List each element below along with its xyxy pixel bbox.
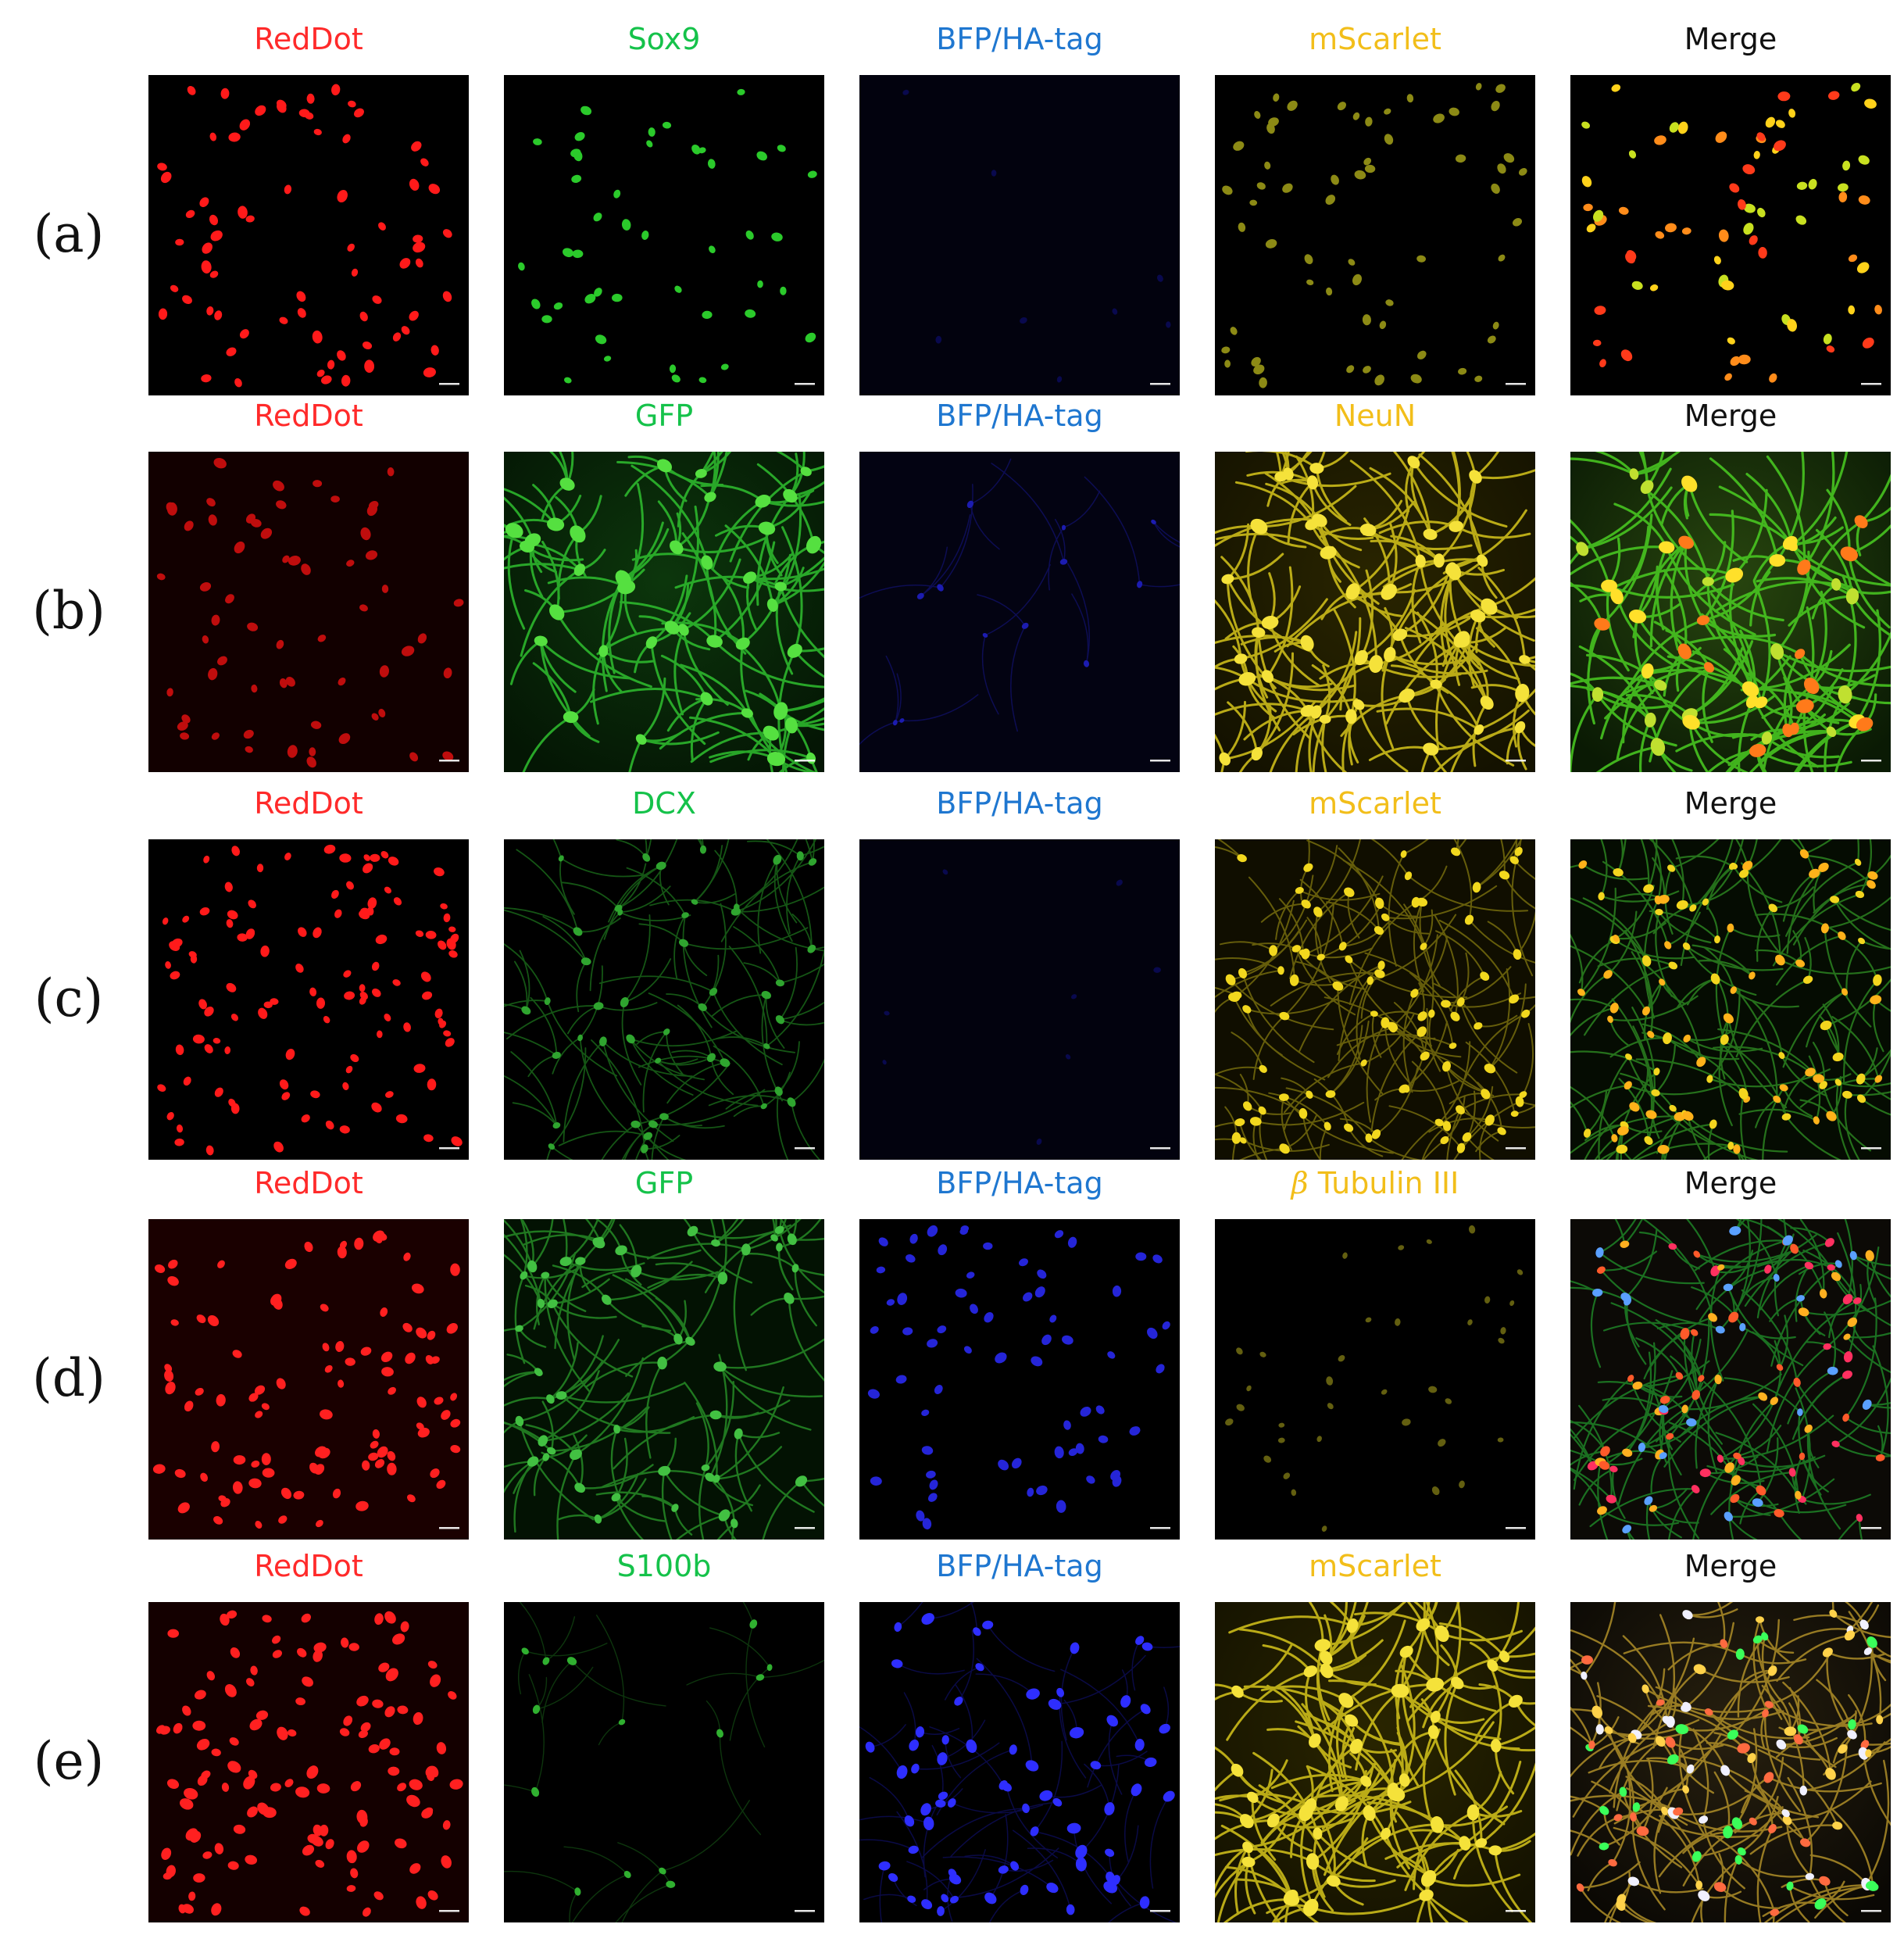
channel-title-text: BFP/HA-tag: [936, 1549, 1103, 1583]
channel-title-text: GFP: [634, 399, 694, 433]
channel-title-text: BFP/HA-tag: [936, 1166, 1103, 1200]
channel-title-text: BFP/HA-tag: [936, 399, 1103, 433]
channel-title: β Tubulin III: [1215, 1160, 1535, 1207]
row-label: (b): [32, 581, 105, 641]
channel-title: Merge: [1570, 780, 1891, 827]
channel-title-text: Merge: [1684, 399, 1777, 433]
channel-title: RedDot: [148, 16, 469, 63]
channel-title: Merge: [1570, 392, 1891, 439]
channel-title: Merge: [1570, 16, 1891, 63]
micrograph-image: [504, 839, 824, 1160]
channel-title: BFP/HA-tag: [859, 780, 1180, 827]
micrograph-image: [148, 75, 469, 395]
micrograph-image: [504, 75, 824, 395]
row-label: (c): [34, 968, 104, 1028]
channel-title: Merge: [1570, 1160, 1891, 1207]
micrograph-image: [148, 452, 469, 772]
micrograph-image: [1570, 1219, 1891, 1540]
channel-title: mScarlet: [1215, 1543, 1535, 1590]
micrograph-image: [1215, 839, 1535, 1160]
micrograph-image: [859, 452, 1180, 772]
channel-title: Merge: [1570, 1543, 1891, 1590]
channel-title-text: BFP/HA-tag: [936, 22, 1103, 56]
channel-title-text: Merge: [1684, 1166, 1777, 1200]
row-label: (a): [33, 204, 105, 264]
micrograph-image: [148, 1219, 469, 1540]
channel-title: mScarlet: [1215, 16, 1535, 63]
channel-title-text: mScarlet: [1309, 786, 1441, 821]
row-label: (d): [32, 1348, 105, 1408]
channel-title: BFP/HA-tag: [859, 392, 1180, 439]
micrograph-image: [1215, 452, 1535, 772]
channel-title: DCX: [504, 780, 824, 827]
channel-title: mScarlet: [1215, 780, 1535, 827]
micrograph-image: [504, 452, 824, 772]
channel-title: RedDot: [148, 1160, 469, 1207]
figure-row: (d) RedDot GFP BFP/HA-tag β Tubulin III Merge: [0, 1160, 1904, 1540]
channel-title-text: mScarlet: [1309, 1549, 1441, 1583]
micrograph-image: [1215, 75, 1535, 395]
channel-title-text: Sox9: [627, 22, 701, 56]
channel-title: RedDot: [148, 392, 469, 439]
channel-title: NeuN: [1215, 392, 1535, 439]
micrograph-image: [1570, 75, 1891, 395]
channel-title-text: Tubulin III: [1317, 1166, 1459, 1200]
channel-title-text: DCX: [632, 786, 696, 821]
channel-title-text: RedDot: [254, 1166, 363, 1200]
figure-row: (c) RedDot DCX BFP/HA-tag mScarlet Merge: [0, 780, 1904, 1160]
channel-title: BFP/HA-tag: [859, 16, 1180, 63]
channel-title-text: Merge: [1684, 786, 1777, 821]
beta-symbol: β: [1291, 1166, 1309, 1200]
micrograph-image: [504, 1602, 824, 1922]
micrograph-image: [1570, 1602, 1891, 1922]
micrograph-image: [1215, 1602, 1535, 1922]
channel-title-text: RedDot: [254, 1549, 363, 1583]
figure-row: (b) RedDot GFP BFP/HA-tag NeuN Merge: [0, 392, 1904, 772]
channel-title: GFP: [504, 392, 824, 439]
micrograph-image: [1570, 452, 1891, 772]
channel-title-text: mScarlet: [1309, 22, 1441, 56]
figure-row: (a) RedDot Sox9 BFP/HA-tag mScarlet Merge: [0, 16, 1904, 395]
channel-title-text: RedDot: [254, 22, 363, 56]
channel-title-text: RedDot: [254, 399, 363, 433]
channel-title: S100b: [504, 1543, 824, 1590]
channel-title: Sox9: [504, 16, 824, 63]
micrograph-image: [148, 839, 469, 1160]
micrograph-image: [504, 1219, 824, 1540]
channel-title: GFP: [504, 1160, 824, 1207]
channel-title-text: S100b: [616, 1549, 712, 1583]
micrograph-image: [859, 1602, 1180, 1922]
micrograph-image: [859, 1219, 1180, 1540]
channel-title-text: Merge: [1684, 1549, 1777, 1583]
channel-title: BFP/HA-tag: [859, 1543, 1180, 1590]
micrograph-image: [1570, 839, 1891, 1160]
channel-title-text: NeuN: [1334, 399, 1416, 433]
micrograph-image: [859, 75, 1180, 395]
micrograph-image: [859, 839, 1180, 1160]
channel-title-text: Merge: [1684, 22, 1777, 56]
figure-row: (e) RedDot S100b BFP/HA-tag mScarlet Merge: [0, 1543, 1904, 1922]
channel-title-text: RedDot: [254, 786, 363, 821]
micrograph-image: [148, 1602, 469, 1922]
channel-title: RedDot: [148, 780, 469, 827]
channel-title: BFP/HA-tag: [859, 1160, 1180, 1207]
micrograph-image: [1215, 1219, 1535, 1540]
row-label: (e): [33, 1731, 105, 1791]
channel-title-text: GFP: [634, 1166, 694, 1200]
channel-title: RedDot: [148, 1543, 469, 1590]
channel-title-text: BFP/HA-tag: [936, 786, 1103, 821]
